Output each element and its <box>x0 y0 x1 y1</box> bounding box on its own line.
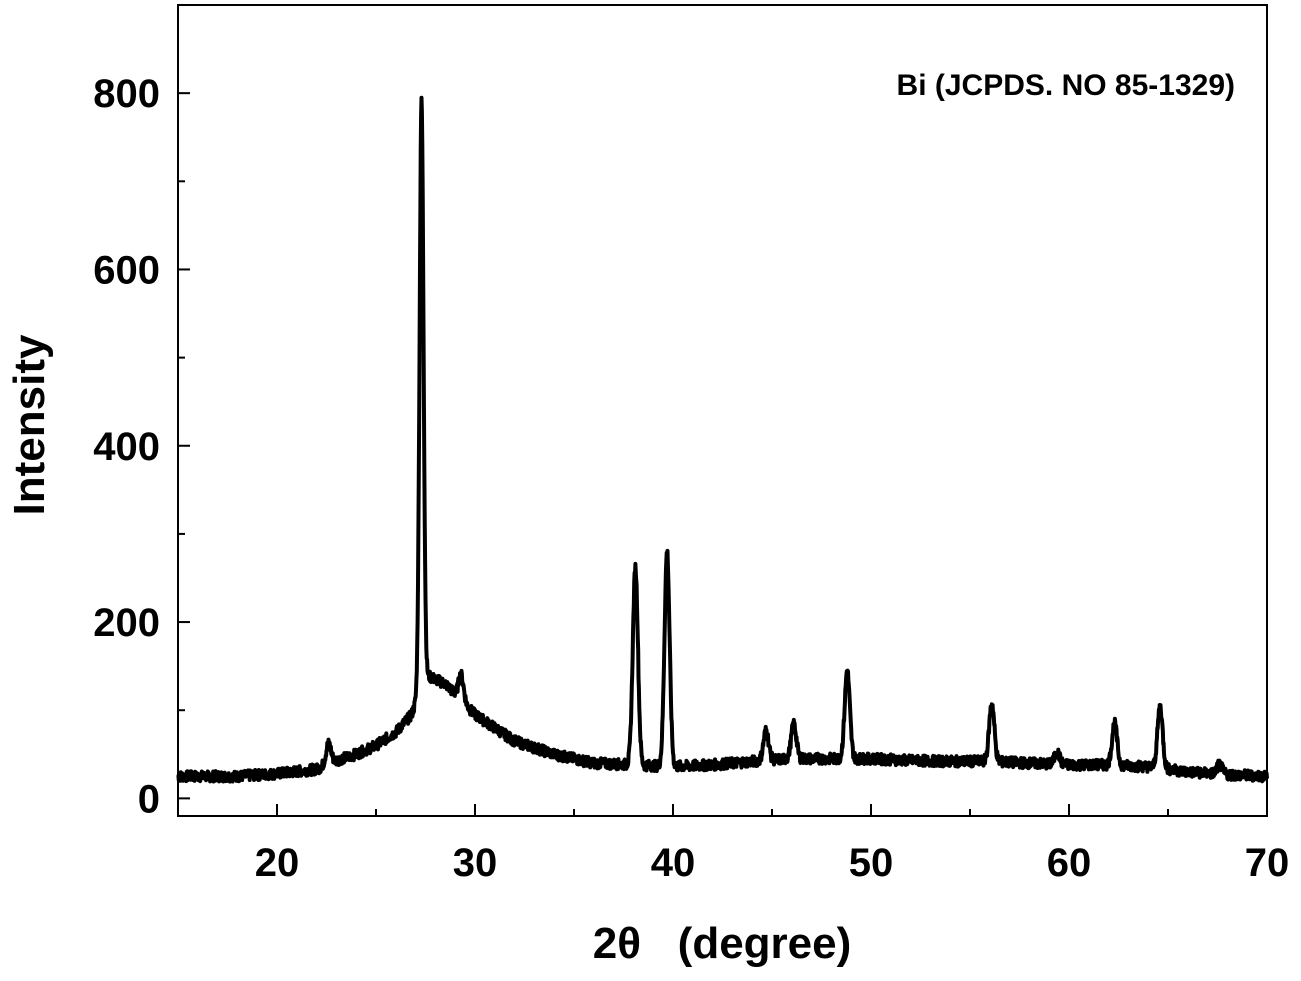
y-axis-title: Intensity <box>5 334 54 515</box>
y-tick-label: 800 <box>93 72 160 116</box>
y-axis: 0 200 400 600 800 <box>93 5 190 821</box>
phase-annotation: Bi (JCPDS. NO 85-1329) <box>897 69 1235 102</box>
x-tick-label: 40 <box>651 841 696 885</box>
y-tick-label: 0 <box>138 777 160 821</box>
plot-area <box>178 5 1267 816</box>
xrd-series-line <box>178 98 1267 782</box>
y-tick-label: 600 <box>93 248 160 292</box>
x-tick-label: 70 <box>1245 841 1290 885</box>
y-tick-label: 400 <box>93 425 160 469</box>
x-axis-title: 2θ (degree) <box>593 919 852 968</box>
x-tick-label: 60 <box>1047 841 1092 885</box>
plot-frame <box>178 5 1267 816</box>
x-tick-label: 50 <box>849 841 894 885</box>
x-tick-label: 30 <box>453 841 498 885</box>
y-tick-label: 200 <box>93 601 160 645</box>
x-tick-label: 20 <box>255 841 300 885</box>
